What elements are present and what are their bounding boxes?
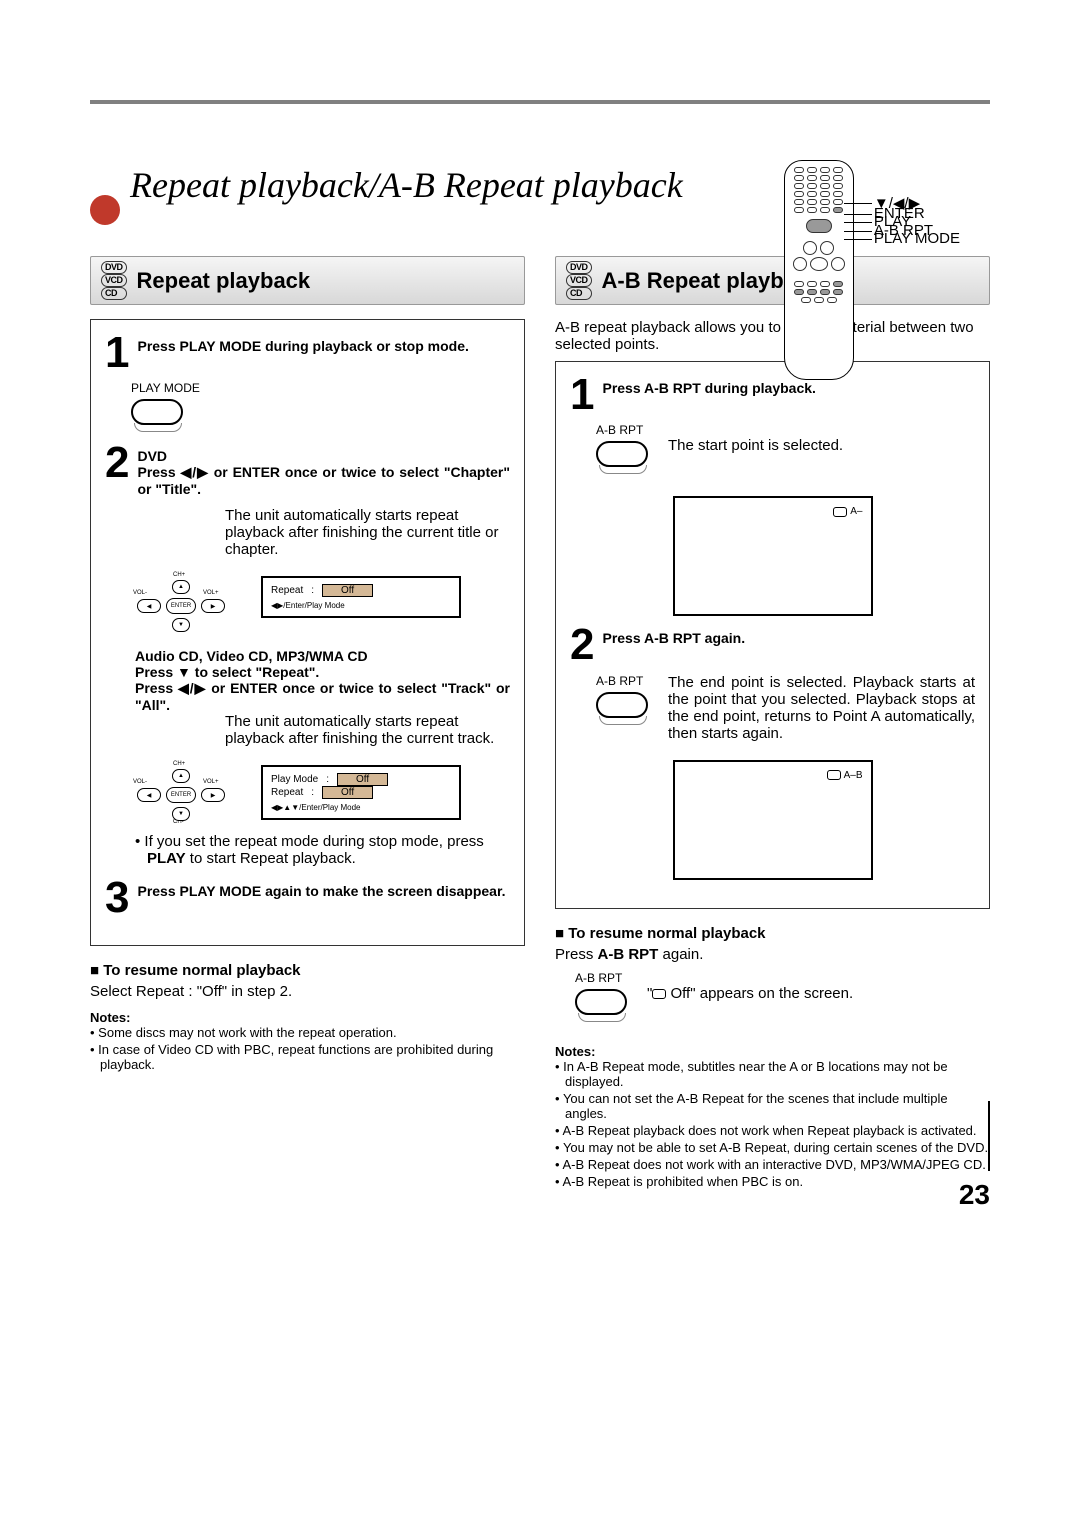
- repeat-section-header: DVDVCDCD Repeat playback: [90, 256, 525, 305]
- ab-step-2: 2 Press A-B RPT again.: [570, 626, 975, 663]
- cd-text2: Press ◀/▶ or ENTER once or twice to sele…: [135, 680, 510, 713]
- notes-heading-left: Notes:: [90, 1010, 525, 1025]
- step-2-note: The unit automatically starts repeat pla…: [225, 507, 510, 558]
- osd-display-2: Play Mode:Off Repeat:Off ◀▶▲▼/Enter/Play…: [261, 765, 461, 820]
- content-columns: DVDVCDCD Repeat playback 1 Press PLAY MO…: [90, 256, 990, 1191]
- step-number: 1: [570, 376, 594, 413]
- resume-heading-right: To resume normal playback: [555, 925, 990, 942]
- osd-label: Repeat: [271, 585, 303, 596]
- resume-heading-left: To resume normal playback: [90, 962, 525, 979]
- resume-text-right: Press A-B RPT again.: [555, 946, 990, 963]
- left-column: DVDVCDCD Repeat playback 1 Press PLAY MO…: [90, 256, 525, 1191]
- loop-icon: [652, 989, 666, 999]
- notes-list-right: In A-B Repeat mode, subtitles near the A…: [555, 1059, 990, 1189]
- step-1: 1 Press PLAY MODE during playback or sto…: [105, 334, 510, 371]
- red-bullet-icon: [90, 195, 120, 225]
- cd-label: Audio CD, Video CD, MP3/WMA CD: [135, 644, 510, 664]
- right-steps-box: 1 Press A-B RPT during playback. A-B RPT…: [555, 361, 990, 909]
- repeat-heading: Repeat playback: [137, 268, 311, 294]
- abrpt-label: A-B RPT: [596, 423, 648, 437]
- disc-type-icon: DVDVCDCD: [101, 261, 127, 300]
- osd-display-1: Repeat : Off ◀▶/Enter/Play Mode: [261, 576, 461, 618]
- osd-value: Off: [322, 584, 373, 597]
- step-number: 1: [105, 334, 129, 371]
- page-title: Repeat playback/A-B Repeat playback: [130, 164, 683, 206]
- osd-hint: ◀▶/Enter/Play Mode: [271, 601, 451, 610]
- page-number-rule: [988, 1101, 990, 1171]
- abrpt-button-icon: [596, 692, 648, 718]
- dpad-icon-2: CH+ VOL- VOL+ CH- ▲ ◀ ENTER ▶ ▼: [131, 765, 231, 825]
- remote-outline: [784, 160, 854, 380]
- abrpt-label2: A-B RPT: [596, 674, 648, 688]
- step-2-note2: The unit automatically starts repeat pla…: [225, 713, 510, 747]
- step-2-text: Press ◀/▶ or ENTER once or twice to sele…: [137, 464, 510, 497]
- screen-a: A–: [673, 496, 873, 616]
- indicator-text: A–: [850, 506, 862, 517]
- repeat-note-list: If you set the repeat mode during stop m…: [135, 833, 510, 867]
- indicator-text: A–B: [844, 770, 863, 781]
- right-column: DVDVCDCD A-B Repeat playback A-B repeat …: [555, 256, 990, 1191]
- notes-heading-right: Notes:: [555, 1044, 990, 1059]
- ab-step2-text: Press A-B RPT again.: [602, 626, 745, 646]
- step-2: 2 DVD Press ◀/▶ or ENTER once or twice t…: [105, 444, 510, 497]
- cd-text1: Press ▼ to select "Repeat".: [135, 664, 510, 680]
- repeat-bullet: If you set the repeat mode during stop m…: [144, 833, 483, 867]
- step-number: 2: [570, 626, 594, 663]
- notes-list-left: Some discs may not work with the repeat …: [90, 1025, 525, 1072]
- page-number: 23: [959, 1179, 990, 1211]
- play-mode-button-icon: [131, 399, 183, 425]
- ab-step-1: 1 Press A-B RPT during playback.: [570, 376, 975, 413]
- step-number: 3: [105, 879, 129, 916]
- off-indicator-text: " Off" appears on the screen.: [647, 985, 853, 1002]
- remote-play-button: [806, 219, 832, 233]
- loop-icon: [827, 770, 841, 780]
- page: Repeat playback/A-B Repeat playback PLAY…: [0, 0, 1080, 1251]
- ab-step2-note: The end point is selected. Playback star…: [668, 674, 975, 742]
- step-3: 3 Press PLAY MODE again to make the scre…: [105, 879, 510, 916]
- step-1-text: Press PLAY MODE during playback or stop …: [137, 334, 468, 354]
- screen-ab: A–B: [673, 760, 873, 880]
- step-3-text: Press PLAY MODE again to make the screen…: [137, 879, 505, 899]
- remote-callouts: PLAY MODEPLAYA-B RPTENTER▼/◀/▶: [874, 160, 960, 230]
- abrpt-label3: A-B RPT: [575, 971, 627, 985]
- abrpt-button-icon: [596, 441, 648, 467]
- dvd-label: DVD: [137, 444, 510, 464]
- remote-diagram: PLAY MODEPLAYA-B RPTENTER▼/◀/▶: [784, 160, 960, 380]
- ab-step1-note: The start point is selected.: [668, 437, 843, 454]
- resume-text-left: Select Repeat : "Off" in step 2.: [90, 983, 525, 1000]
- dpad-icon: CH+ VOL- VOL+ ▲ ◀ ENTER ▶ ▼: [131, 576, 231, 636]
- left-steps-box: 1 Press PLAY MODE during playback or sto…: [90, 319, 525, 946]
- top-rule: [90, 100, 990, 104]
- disc-type-icon: DVDVCDCD: [566, 261, 592, 300]
- step-number: 2: [105, 444, 129, 481]
- abrpt-button-icon: [575, 989, 627, 1015]
- play-mode-label: PLAY MODE: [131, 381, 510, 395]
- loop-icon: [833, 507, 847, 517]
